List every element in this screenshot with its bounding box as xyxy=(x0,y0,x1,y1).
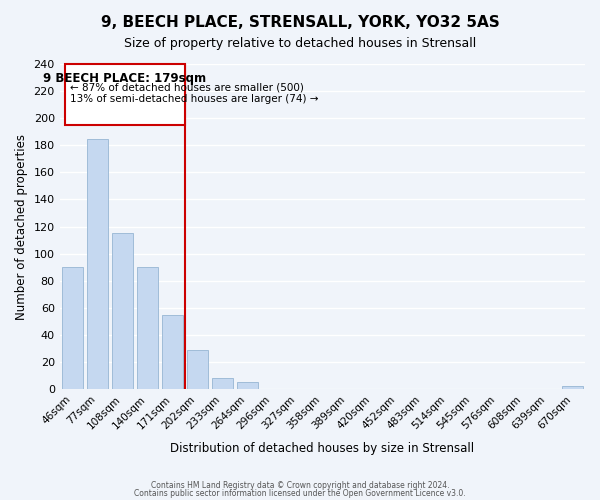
X-axis label: Distribution of detached houses by size in Strensall: Distribution of detached houses by size … xyxy=(170,442,475,455)
Text: 9, BEECH PLACE, STRENSALL, YORK, YO32 5AS: 9, BEECH PLACE, STRENSALL, YORK, YO32 5A… xyxy=(101,15,499,30)
Bar xyxy=(236,382,258,389)
Text: ← 87% of detached houses are smaller (500): ← 87% of detached houses are smaller (50… xyxy=(70,83,304,93)
Bar xyxy=(187,350,208,389)
Text: 13% of semi-detached houses are larger (74) →: 13% of semi-detached houses are larger (… xyxy=(70,94,318,104)
Bar xyxy=(62,267,83,389)
Bar xyxy=(562,386,583,389)
Bar xyxy=(161,314,183,389)
Bar xyxy=(212,378,233,389)
Bar xyxy=(112,234,133,389)
Text: 9 BEECH PLACE: 179sqm: 9 BEECH PLACE: 179sqm xyxy=(43,72,206,85)
Bar xyxy=(137,267,158,389)
Bar xyxy=(86,138,108,389)
Text: Contains public sector information licensed under the Open Government Licence v3: Contains public sector information licen… xyxy=(134,488,466,498)
FancyBboxPatch shape xyxy=(65,64,185,125)
Text: Size of property relative to detached houses in Strensall: Size of property relative to detached ho… xyxy=(124,38,476,51)
Y-axis label: Number of detached properties: Number of detached properties xyxy=(15,134,28,320)
Text: Contains HM Land Registry data © Crown copyright and database right 2024.: Contains HM Land Registry data © Crown c… xyxy=(151,481,449,490)
